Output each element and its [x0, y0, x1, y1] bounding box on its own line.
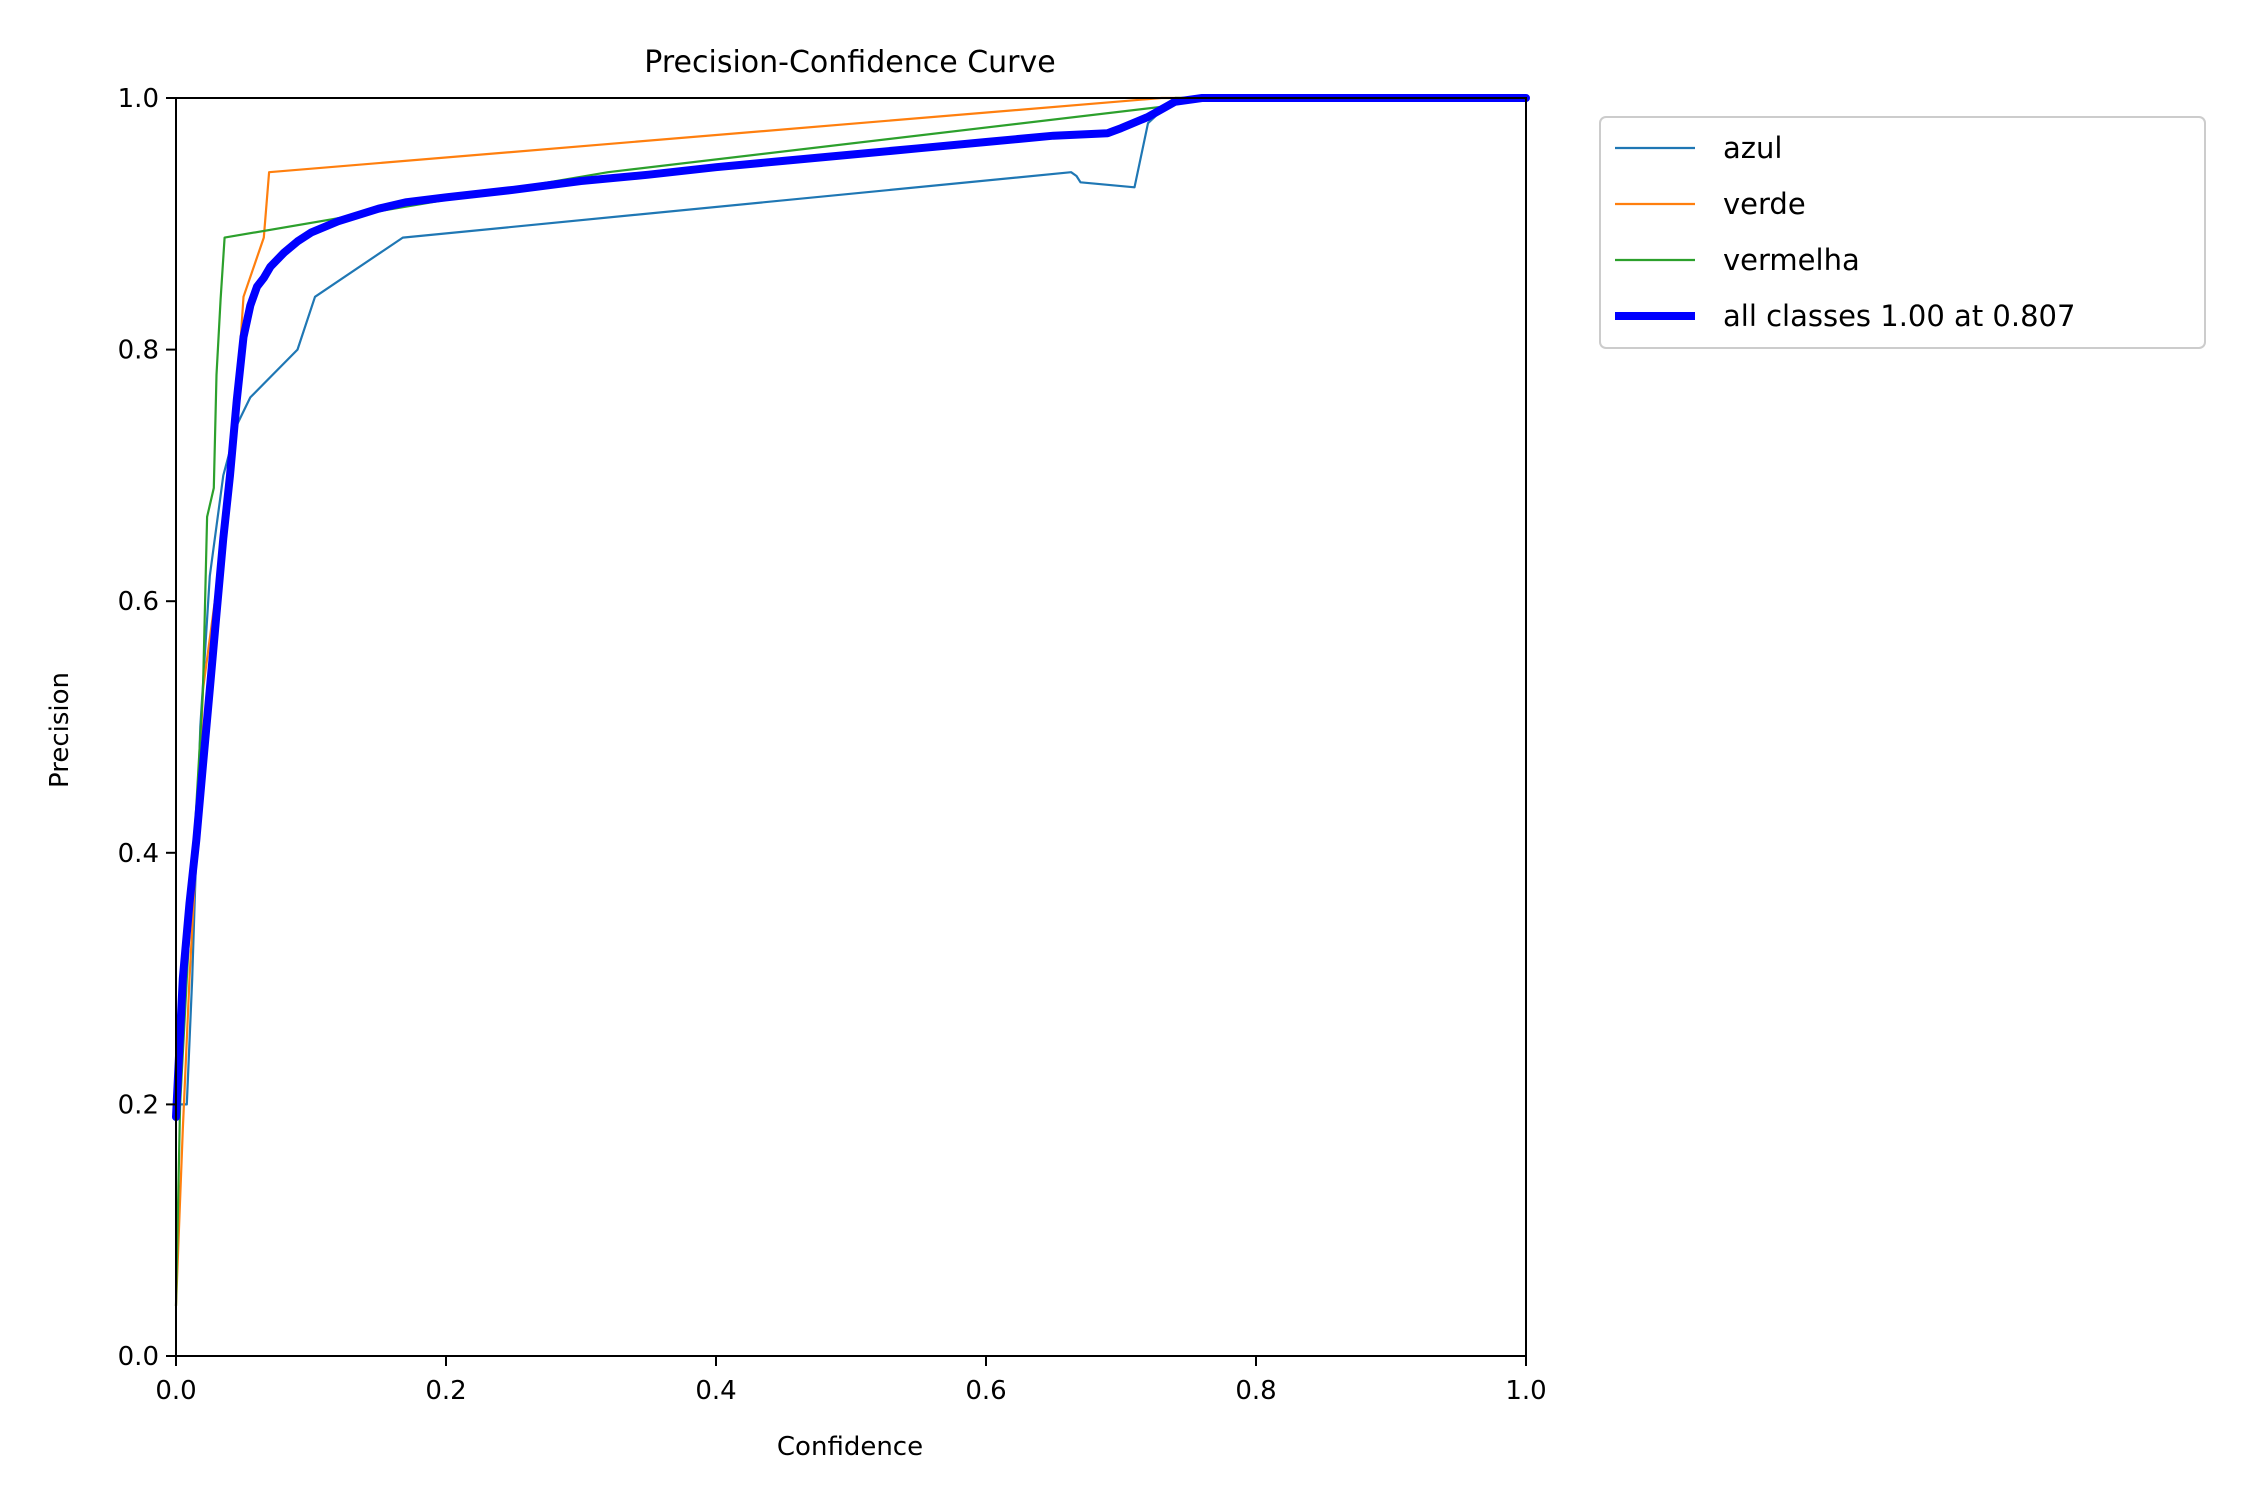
x-tick-label: 0.0 [155, 1376, 196, 1406]
x-tick-label: 1.0 [1505, 1376, 1546, 1406]
x-tick-label: 0.2 [425, 1376, 466, 1406]
y-axis-label: Precision [45, 672, 75, 788]
series-line-1 [174, 96, 1528, 1307]
y-tick-label: 0.6 [118, 587, 159, 617]
series-line-3 [172, 94, 1530, 1121]
legend: azul verde vermelha all classes 1.00 at 0.8… [1599, 116, 2206, 349]
legend-label-0: azul [1723, 131, 1782, 165]
x-axis-label: Confidence [777, 1432, 923, 1462]
legend-label-2: vermelha [1723, 243, 1860, 277]
y-tick-label: 0.2 [118, 1090, 159, 1120]
legend-label-3: all classes 1.00 at 0.807 [1723, 299, 2075, 333]
plot-frame [175, 97, 1527, 1357]
legend-label-1: verde [1723, 187, 1806, 221]
series-line-2 [174, 96, 1528, 1307]
y-tick-label: 0.8 [118, 336, 159, 366]
x-tick-label: 0.8 [1235, 1376, 1276, 1406]
series-layer [172, 94, 1530, 1307]
x-tick-label: 0.4 [695, 1376, 736, 1406]
y-tick-label: 1.0 [118, 84, 159, 114]
x-tick-label: 0.6 [965, 1376, 1006, 1406]
chart-title: Precision-Confidence Curve [644, 45, 1055, 80]
y-tick-label: 0.4 [118, 839, 159, 869]
series-line-0 [174, 96, 1528, 1106]
legend-box [1599, 116, 2206, 349]
y-tick-label: 0.0 [118, 1342, 159, 1372]
ticks-layer: 0.0 0.2 0.4 0.6 0.8 1.0 0.0 0.2 0.4 0.6 0.8 1.0 [118, 84, 1547, 1406]
